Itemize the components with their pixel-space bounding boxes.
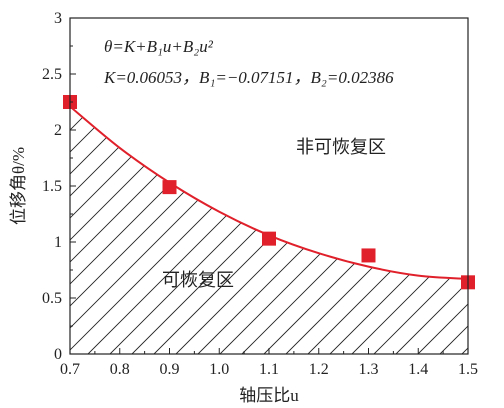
x-tick-label: 1.5: [458, 361, 478, 378]
y-tick-label: 3: [54, 10, 62, 27]
hatch-line: [70, 106, 313, 354]
hatch-line: [175, 106, 468, 354]
x-tick-label: 0.7: [60, 361, 80, 378]
hatch-line: [307, 106, 468, 354]
coefficients-annotation: K=0.06053，B₁=−0.07151，B₂=0.02386: [103, 68, 394, 87]
equation-annotation: θ=K+B₁u+B₂u²: [104, 37, 214, 56]
hatch-line: [351, 106, 468, 354]
hatch-line: [197, 106, 468, 354]
data-point-marker: [361, 248, 376, 263]
x-tick-label: 1.2: [309, 361, 329, 378]
hatch-line: [329, 106, 468, 354]
x-tick-label: 1.3: [359, 361, 379, 378]
x-tick-label: 1.0: [209, 361, 229, 378]
fitted-curve: [70, 105, 468, 280]
y-axis-label: 位移角θ/%: [9, 147, 28, 225]
hatch-line: [70, 106, 291, 354]
data-point-marker: [262, 231, 276, 246]
data-point-marker: [162, 180, 177, 195]
hatch-line: [219, 106, 468, 354]
hatch-line: [373, 106, 468, 354]
y-tick-label: 0: [54, 346, 62, 363]
hatch-line: [285, 106, 468, 354]
x-tick-label: 1.1: [259, 361, 279, 378]
y-tick-label: 1: [54, 234, 62, 251]
axis-ticks: 0.7 0.8 0.9 1.0 1.1 1.2 1.3 1.4 1.5 0 0.5 1 1.5 2 2.5 3: [42, 10, 478, 378]
unrecoverable-region-label: 非可恢复区: [296, 137, 386, 157]
hatch-line: [484, 0, 504, 354]
y-tick-label: 0.5: [42, 290, 62, 307]
x-tick-label: 1.4: [408, 361, 428, 378]
x-tick-label: 0.8: [110, 361, 130, 378]
hatch-line: [395, 106, 468, 354]
hatch-line: [417, 106, 468, 354]
y-tick-label: 2.5: [42, 66, 62, 83]
hatch-line: [241, 106, 468, 354]
y-tick-label: 1.5: [42, 178, 62, 195]
recoverable-region-hatch: [70, 0, 504, 354]
data-points: [63, 95, 475, 290]
x-tick-label: 0.9: [160, 361, 180, 378]
y-tick-label: 2: [54, 122, 62, 139]
hatch-line: [70, 106, 423, 354]
x-axis-label: 轴压比u: [239, 386, 299, 405]
recoverable-region-label: 可恢复区: [162, 270, 234, 290]
